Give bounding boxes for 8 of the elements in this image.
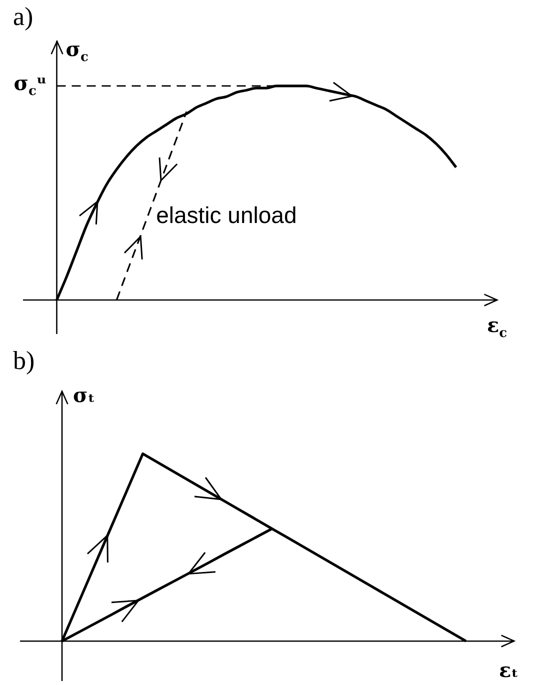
y-axis-title: σ$_{c}$ [66,37,88,66]
y-axis-title: σₜ [73,383,96,407]
x-axis-title: ε$_{c}$ [487,312,508,342]
chart-title: b) [13,346,35,376]
annotation: elastic unload [156,202,297,228]
x-axis-title: εₜ [499,658,519,682]
ref-line-label: σ$_{c}$ᵘ [14,71,47,100]
chart-title: a) [13,2,34,32]
